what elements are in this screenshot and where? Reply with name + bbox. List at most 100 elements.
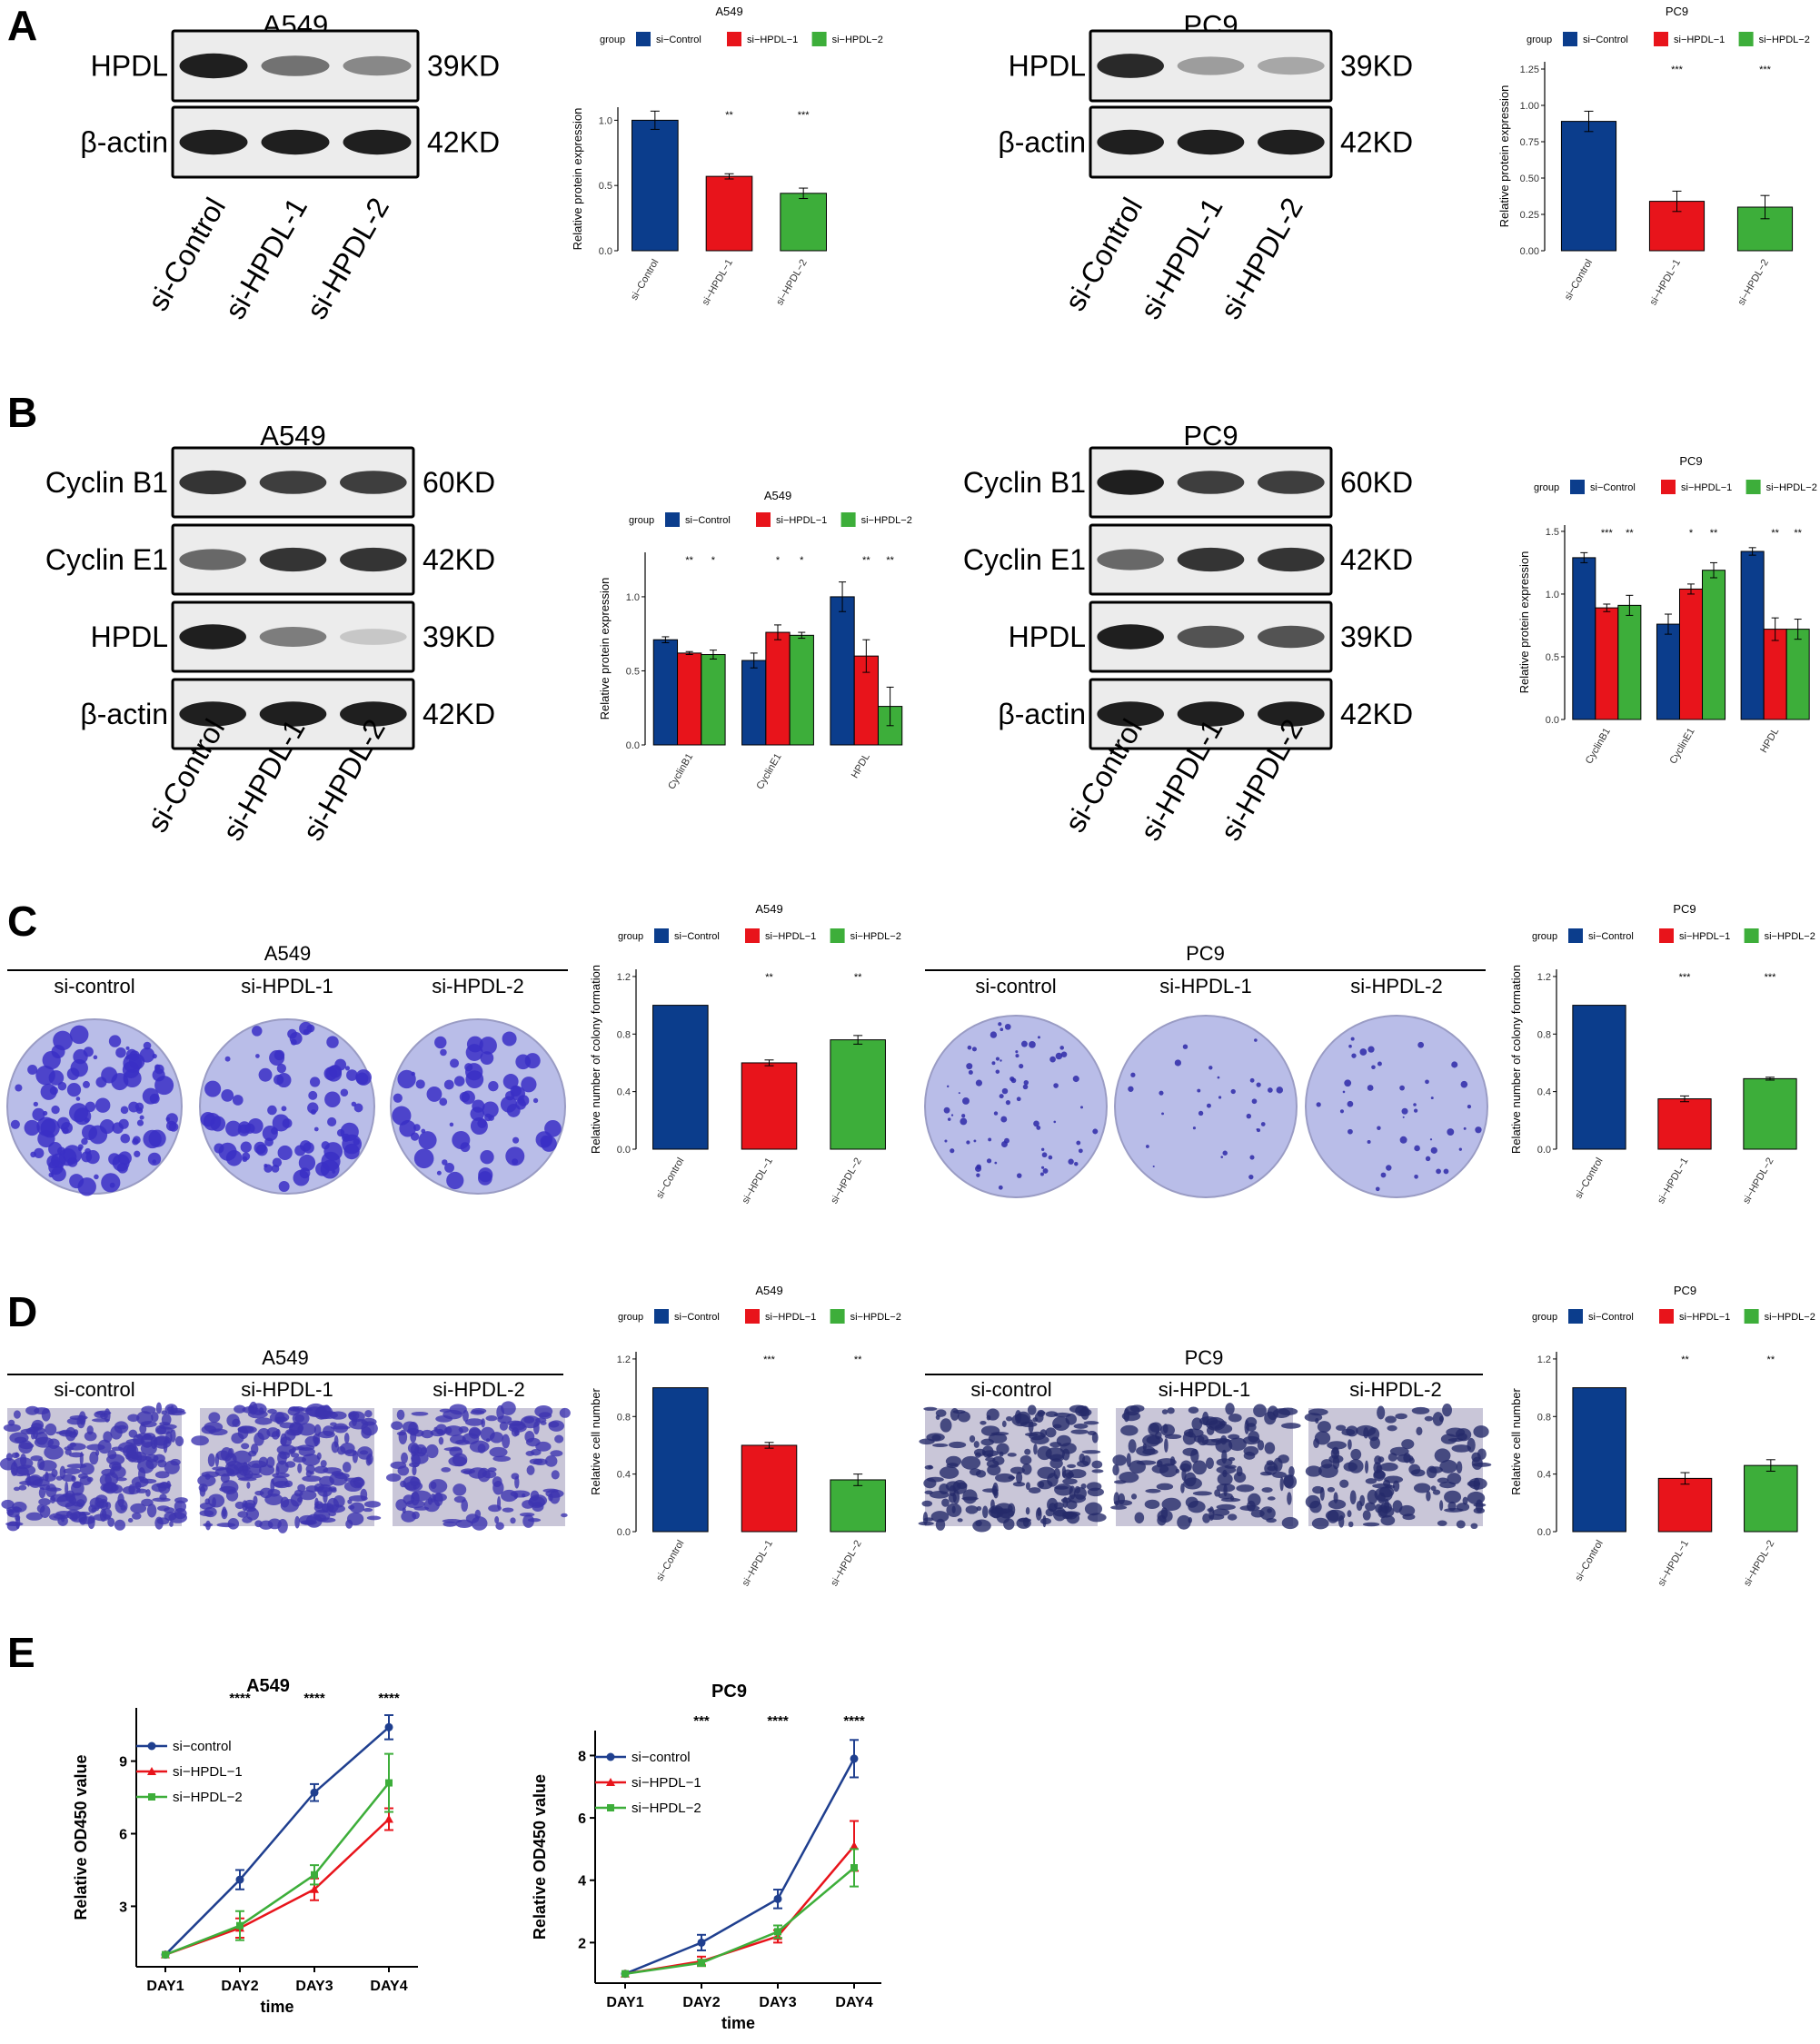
migrated-cell bbox=[976, 1506, 982, 1512]
y-tick-label: 0.0 bbox=[599, 246, 612, 257]
blot-band bbox=[340, 471, 407, 494]
migrated-cell bbox=[1250, 1509, 1265, 1518]
migrated-cell bbox=[1011, 1414, 1030, 1427]
migrated-cell bbox=[237, 1511, 249, 1518]
x-tick-label: CyclinB1 bbox=[1584, 727, 1613, 767]
significance-stars: ** bbox=[1681, 1354, 1689, 1365]
colony bbox=[521, 1077, 537, 1093]
significance-stars: ** bbox=[725, 110, 733, 121]
migrated-cell bbox=[61, 1516, 65, 1523]
migrated-cell bbox=[103, 1431, 113, 1443]
colony bbox=[1174, 1059, 1182, 1067]
colony bbox=[15, 1084, 23, 1092]
significance-stars: *** bbox=[1671, 64, 1684, 75]
migrated-cell bbox=[528, 1496, 546, 1508]
migrated-cell bbox=[1123, 1408, 1130, 1423]
colony bbox=[321, 1141, 330, 1150]
significance-stars: *** bbox=[798, 110, 811, 121]
colony bbox=[143, 1129, 162, 1149]
migrated-cell bbox=[128, 1483, 135, 1494]
migrated-cell bbox=[225, 1489, 239, 1502]
migrated-cell bbox=[19, 1442, 35, 1450]
migrated-cell bbox=[1003, 1518, 1015, 1531]
migrated-cell bbox=[1359, 1494, 1366, 1507]
migrated-cell bbox=[86, 1476, 94, 1483]
migrated-cell bbox=[201, 1424, 217, 1434]
migrated-cell bbox=[1477, 1448, 1487, 1460]
migrated-cell bbox=[1236, 1484, 1255, 1493]
x-tick-label: HPDL bbox=[850, 752, 872, 780]
data-point bbox=[384, 1814, 393, 1823]
colony bbox=[109, 1182, 115, 1188]
migrated-cell bbox=[430, 1481, 437, 1490]
colony bbox=[133, 1136, 141, 1145]
migrated-cell bbox=[7, 1509, 20, 1518]
colony bbox=[1130, 1072, 1136, 1077]
migrated-cell bbox=[91, 1418, 110, 1423]
colony bbox=[1015, 1054, 1019, 1058]
colony bbox=[82, 1080, 90, 1088]
series-line bbox=[624, 1867, 855, 1975]
x-tick-label: DAY4 bbox=[835, 1995, 872, 2010]
significance-stars: * bbox=[776, 555, 781, 566]
chart-title: A549 bbox=[755, 1284, 782, 1297]
migrated-cell bbox=[0, 1457, 16, 1471]
migrated-cell bbox=[1056, 1434, 1071, 1447]
colony bbox=[488, 1080, 499, 1092]
migrated-cell bbox=[274, 1412, 285, 1425]
colony bbox=[75, 1096, 81, 1101]
migrated-cell bbox=[1061, 1448, 1070, 1461]
colony bbox=[33, 1101, 38, 1107]
migrated-cell bbox=[396, 1409, 405, 1420]
migrated-cell bbox=[1311, 1517, 1329, 1530]
colony bbox=[1078, 1148, 1083, 1154]
legend-swatch bbox=[840, 512, 856, 527]
migrated-cell bbox=[1468, 1477, 1487, 1490]
colony bbox=[10, 1119, 20, 1129]
migrated-cell bbox=[79, 1463, 94, 1475]
blot-band bbox=[1177, 625, 1245, 649]
migrated-cell bbox=[13, 1410, 21, 1419]
migrated-cell bbox=[996, 1443, 1009, 1455]
migrated-cell bbox=[1242, 1435, 1260, 1445]
colony bbox=[998, 1022, 1002, 1027]
colony bbox=[1436, 1168, 1441, 1175]
migrated-cell bbox=[1167, 1407, 1175, 1414]
colony bbox=[34, 1147, 45, 1158]
blot-protein-label: HPDL bbox=[91, 50, 168, 83]
colony bbox=[69, 1103, 89, 1123]
bar bbox=[1785, 629, 1810, 720]
colony bbox=[1197, 1088, 1201, 1093]
legend-swatch bbox=[1745, 480, 1761, 494]
colony bbox=[1413, 1108, 1418, 1113]
blot-band bbox=[1177, 547, 1245, 572]
migrated-cell bbox=[1362, 1510, 1371, 1521]
migrated-cell bbox=[297, 1463, 303, 1473]
migrated-cell bbox=[1397, 1454, 1414, 1463]
migrated-cell bbox=[298, 1447, 315, 1457]
legend-item: si−Control bbox=[1588, 1312, 1634, 1323]
migrated-cell bbox=[532, 1458, 548, 1465]
migrated-cell bbox=[1025, 1507, 1030, 1515]
migrated-cell bbox=[1110, 1505, 1128, 1510]
significance-stars: *** bbox=[763, 1354, 776, 1365]
migrated-cell bbox=[363, 1501, 382, 1508]
migrated-cell bbox=[1157, 1458, 1177, 1466]
migrated-cell bbox=[366, 1453, 373, 1465]
migrated-cell bbox=[1233, 1472, 1247, 1483]
migrated-cell bbox=[1144, 1499, 1160, 1509]
colony bbox=[944, 1139, 948, 1143]
migrated-cell bbox=[1473, 1425, 1489, 1438]
blot-protein-label: β-actin bbox=[998, 126, 1086, 159]
migrated-cell bbox=[1175, 1468, 1180, 1473]
colony bbox=[1145, 1145, 1149, 1148]
migrated-cell bbox=[266, 1456, 275, 1468]
series-line bbox=[164, 1726, 390, 1956]
migrated-cell bbox=[146, 1503, 157, 1518]
migrated-cell bbox=[1398, 1504, 1416, 1517]
x-tick-label: CyclinB1 bbox=[666, 752, 695, 792]
colony bbox=[1041, 1147, 1045, 1151]
migrated-cell bbox=[511, 1473, 520, 1480]
migrated-cell bbox=[73, 1429, 79, 1436]
migrated-cell bbox=[1236, 1465, 1243, 1477]
